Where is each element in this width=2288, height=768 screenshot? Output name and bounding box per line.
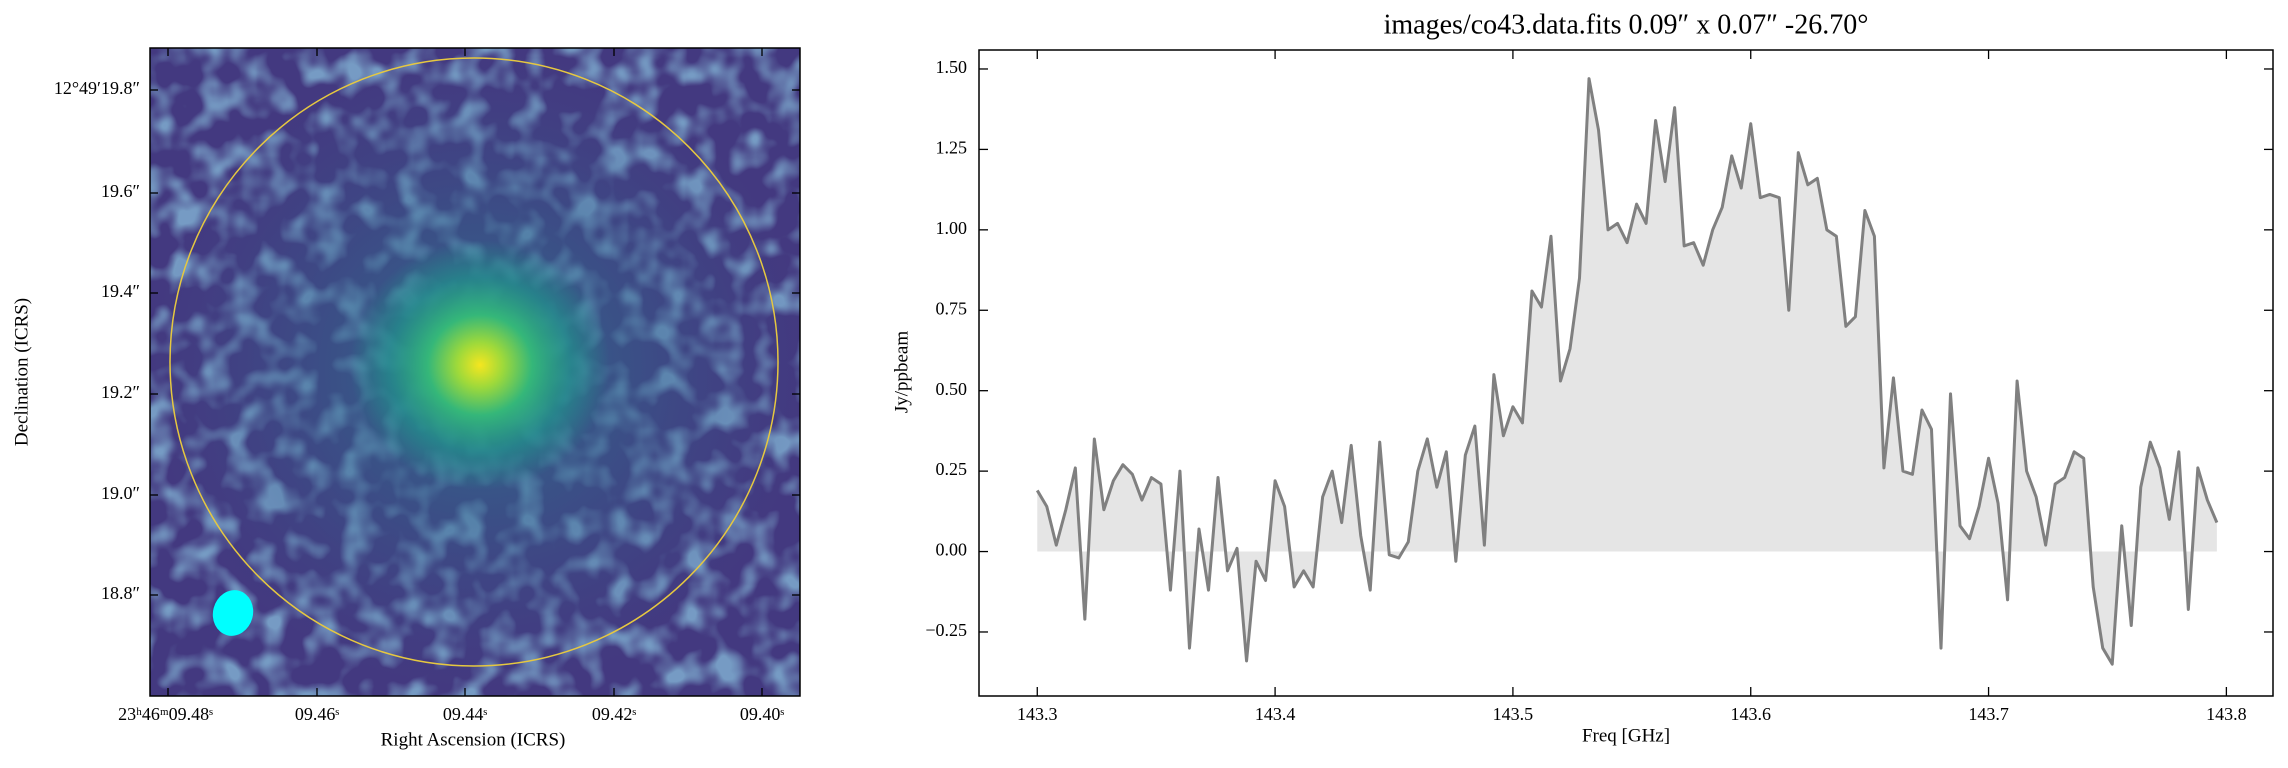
y-tick-label: 12°49′19.8″: [54, 78, 140, 98]
x-tick-label: 143.3: [1017, 704, 1058, 724]
x-tick-label: 143.6: [1730, 704, 1771, 724]
y-axis-label: Declination (ICRS): [11, 298, 32, 446]
x-tick-label: 23ʰ46ᵐ09.48ˢ: [118, 704, 213, 724]
plot-frame: [978, 49, 2274, 697]
y-tick-label: 0.50: [936, 379, 968, 399]
sky-image: [150, 48, 800, 696]
y-tick-label: 0.00: [936, 540, 968, 560]
beam-ellipse: [212, 590, 254, 636]
spectrum-line: [1035, 77, 2219, 666]
aperture-circle: [169, 57, 779, 667]
y-tick-label: −0.25: [925, 620, 967, 640]
spectrum-panel: images/co43.data.fits 0.09″ x 0.07″ -26.…: [891, 9, 2274, 746]
y-tick-label: 0.75: [936, 298, 968, 318]
x-axis-label: Freq [GHz]: [1582, 725, 1670, 746]
y-tick-label: 0.25: [936, 459, 968, 479]
x-tick-label: 143.4: [1255, 704, 1296, 724]
y-tick-label: 19.2″: [101, 382, 140, 402]
spectrum-fill: [1037, 78, 2217, 665]
x-tick-label: 09.42ˢ: [592, 704, 637, 724]
x-tick-label: 09.40ˢ: [740, 704, 785, 724]
y-axis-label: Jy/ppbeam: [891, 331, 912, 414]
source-emission: [350, 240, 610, 490]
y-tick-label: 19.4″: [101, 281, 140, 301]
y-tick-label: 1.25: [936, 138, 968, 158]
image-frame: [149, 47, 801, 697]
y-tick-label: 1.50: [936, 57, 968, 77]
y-tick-label: 1.00: [936, 218, 968, 238]
x-tick-label: 143.5: [1493, 704, 1534, 724]
y-tick-label: 18.8″: [101, 583, 140, 603]
image-panel: 23ʰ46ᵐ09.48ˢ 09.46ˢ 09.44ˢ 09.42ˢ 09.40ˢ 12°4…: [11, 48, 800, 750]
x-axis-label: Right Ascension (ICRS): [381, 729, 566, 750]
y-tick-label: 19.6″: [101, 181, 140, 201]
x-tick-label: 09.44ˢ: [443, 704, 488, 724]
y-tick-label: 19.0″: [101, 483, 140, 503]
chart-title: images/co43.data.fits 0.09″ x 0.07″ -26.…: [1384, 9, 1869, 40]
x-tick-label: 143.8: [2206, 704, 2247, 724]
x-tick-label: 143.7: [1968, 704, 2009, 724]
x-tick-label: 09.46ˢ: [295, 704, 340, 724]
